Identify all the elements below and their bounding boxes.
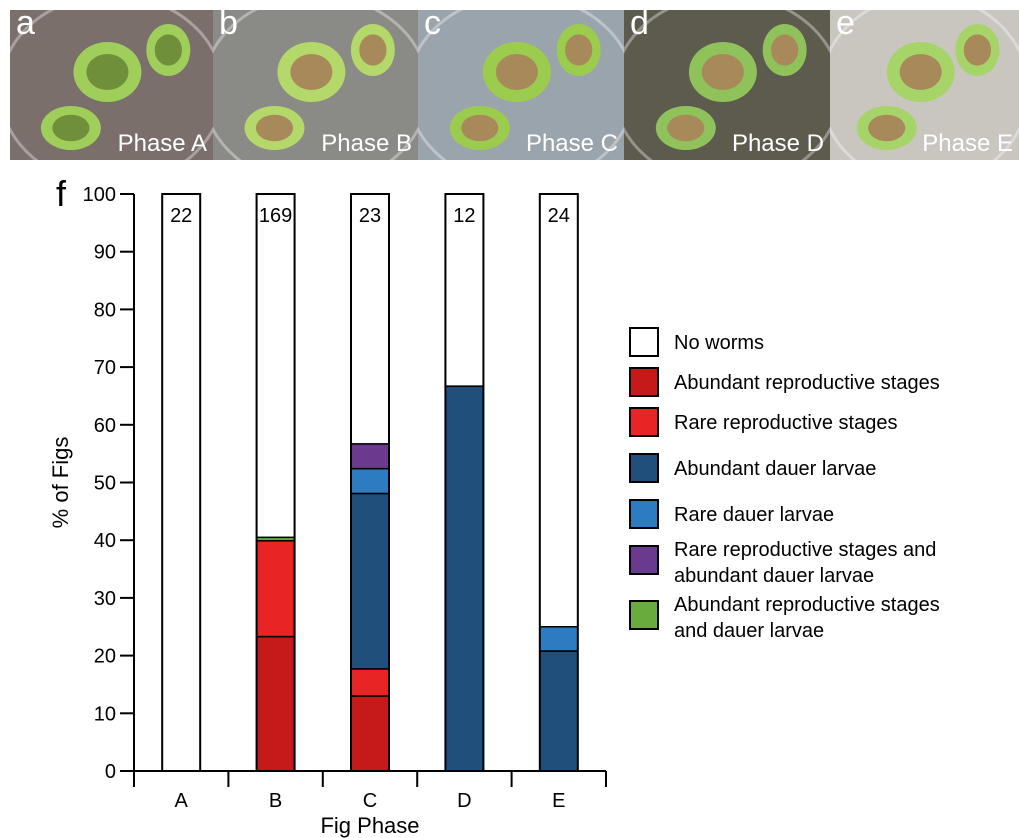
bar-segment: [350, 193, 390, 445]
bar-segment: [255, 635, 296, 772]
bar-segment: [255, 540, 296, 638]
photo-phase-d: d Phase D: [624, 10, 830, 160]
y-tick-label: 40: [94, 530, 116, 552]
x-tick-label: A: [175, 790, 189, 812]
stacked-bar-chart: f 0 10 20 30 40 50 60 70 80 90 100 % of Figs A B C D E Fig…: [48, 173, 940, 838]
panel-letter: b: [219, 10, 238, 42]
fig-photo-illustration: [418, 10, 624, 160]
phase-caption: Phase B: [321, 130, 412, 157]
legend-label: Abundant dauer larvae: [674, 458, 876, 480]
bar-segment: [161, 193, 201, 772]
phase-caption: Phase A: [117, 130, 207, 157]
bar-segment: [255, 193, 296, 539]
phase-caption: Phase E: [922, 130, 1013, 157]
panel-letter: d: [630, 10, 649, 42]
fig-photo-illustration: [10, 10, 213, 160]
bar-count-label: 169: [259, 205, 292, 227]
legend-label: Abundant reproductive stages: [674, 372, 940, 394]
bar-outline: [538, 193, 579, 772]
y-axis-label: % of Figs: [48, 437, 73, 529]
legend-label: Abundant reproductive stages: [674, 594, 940, 616]
fig-photo-illustration: [624, 10, 830, 160]
panel-letter: c: [424, 10, 441, 42]
y-tick-label: 70: [94, 357, 116, 379]
y-tick-label: 20: [94, 646, 116, 668]
bar-count-label: 22: [170, 205, 192, 227]
bar-outline: [444, 193, 485, 772]
bar-segment: [350, 467, 390, 495]
photo-phase-c: c Phase C: [418, 10, 624, 160]
bar-outline: [350, 193, 390, 772]
legend-label: Rare reproductive stages and: [674, 539, 936, 561]
photo-phase-a: a Phase A: [10, 10, 213, 160]
legend-label: abundant dauer larvae: [674, 565, 874, 587]
legend-swatch: [629, 367, 659, 397]
y-tick-label: 50: [94, 473, 116, 495]
y-tick-label: 30: [94, 588, 116, 610]
legend-swatch: [629, 545, 659, 575]
photo-strip: a Phase A b Phase B c Phase C d Phase D e Phase E: [10, 10, 1019, 160]
bar-segment: [350, 443, 390, 470]
bar-segment: [350, 668, 390, 697]
panel-letter: e: [836, 10, 855, 42]
legend-label: and dauer larvae: [674, 620, 824, 642]
legend-swatch: [629, 327, 659, 357]
bar-outline: [161, 193, 202, 772]
photo-phase-e: e Phase E: [830, 10, 1019, 160]
legend-swatch: [629, 453, 659, 483]
bar-count-label: 23: [359, 205, 381, 227]
phase-caption: Phase C: [525, 130, 618, 157]
fig-photo-illustration: [830, 10, 1019, 160]
x-tick-label: D: [457, 790, 471, 812]
bar-count-label: 24: [548, 205, 570, 227]
bar-segment: [539, 650, 579, 772]
phase-caption: Phase D: [731, 130, 824, 157]
bar-segment: [444, 385, 485, 772]
panel-letter-f: f: [56, 173, 67, 214]
x-tick-label: C: [363, 790, 377, 812]
legend-swatch: [629, 499, 659, 529]
y-tick-label: 60: [94, 415, 116, 437]
legend-swatch: [629, 407, 659, 437]
photo-phase-b: b Phase B: [213, 10, 418, 160]
panel-letter: a: [16, 10, 35, 42]
bar-count-label: 12: [453, 205, 475, 227]
y-tick-label: 90: [94, 242, 116, 264]
y-tick-label: 0: [105, 761, 116, 783]
x-axis-label: Fig Phase: [320, 813, 419, 838]
bar-outline: [255, 193, 296, 772]
bar-segment: [539, 193, 579, 628]
fig-photo-illustration: [213, 10, 418, 160]
y-tick-label: 10: [94, 703, 116, 725]
legend-swatch: [629, 600, 659, 630]
x-tick-label: E: [552, 790, 565, 812]
x-tick-label: B: [269, 790, 282, 812]
bar-segment: [539, 626, 579, 652]
legend-label: No worms: [674, 332, 764, 354]
y-tick-label: 100: [83, 184, 116, 206]
bar-segment: [350, 695, 390, 772]
legend-label: Rare dauer larvae: [674, 504, 834, 526]
y-tick-label: 80: [94, 299, 116, 321]
bar-segment: [350, 492, 390, 670]
legend-label: Rare reproductive stages: [674, 412, 897, 434]
